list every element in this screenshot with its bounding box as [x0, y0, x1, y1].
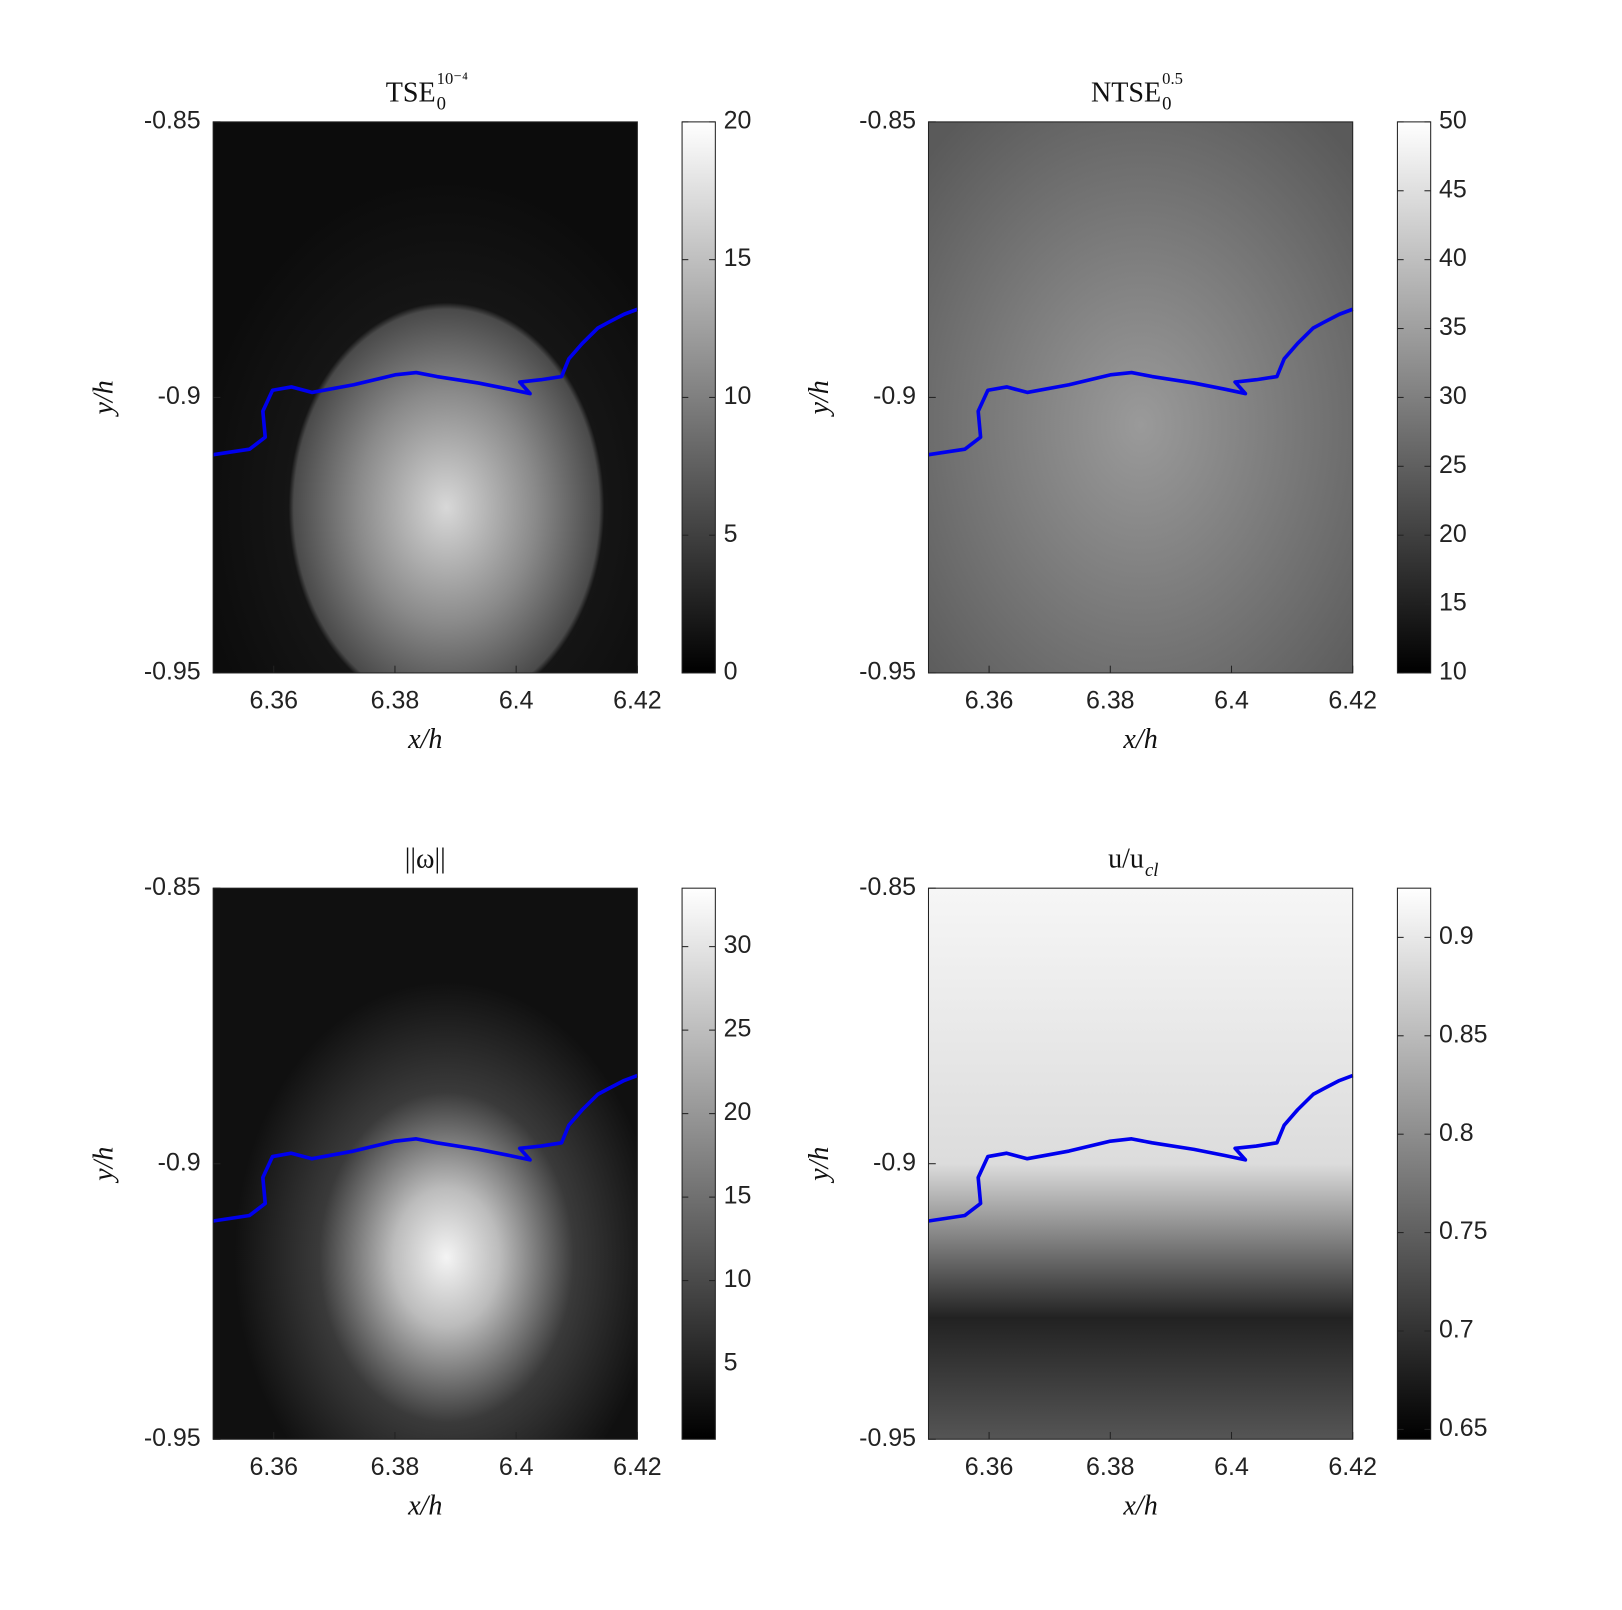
x-tick-label: 6.36	[249, 687, 298, 715]
colorbar-tick-label: 30	[1439, 382, 1467, 410]
y-tick-label: -0.85	[144, 873, 201, 901]
colorbar	[681, 887, 716, 1440]
title-subscript: 0	[437, 94, 446, 115]
colorbar-tick-label: 30	[724, 931, 752, 959]
colorbar-tick-label: 0.75	[1439, 1217, 1488, 1245]
colorbar-tick-label: 40	[1439, 244, 1467, 272]
colorbar-tick-label: 0.9	[1439, 922, 1474, 950]
y-axis-label: y/h	[804, 1147, 835, 1184]
x-tick-label: 6.42	[613, 687, 662, 715]
colorbar-tick-label: 20	[1439, 520, 1467, 548]
y-tick-label: -0.95	[144, 658, 201, 686]
colorbar-tick-label: 50	[1439, 106, 1467, 134]
x-tick-label: 6.36	[965, 1453, 1014, 1481]
y-tick-label: -0.9	[158, 382, 201, 410]
y-tick-label: -0.85	[859, 873, 916, 901]
colorbar-tick-label: 0.85	[1439, 1020, 1488, 1048]
y-tick-label: -0.85	[144, 106, 201, 134]
heatmap-field	[928, 121, 1353, 673]
colorbar-tick-label: 5	[724, 1349, 738, 1377]
x-tick-label: 6.4	[499, 687, 534, 715]
colorbar-tick-label: 0.8	[1439, 1119, 1474, 1147]
y-tick-label: -0.9	[873, 382, 916, 410]
heatmap-field	[213, 121, 638, 673]
colorbar-tick-label: 10	[1439, 658, 1467, 686]
interface-line	[928, 307, 1354, 457]
x-tick-label: 6.42	[1328, 687, 1377, 715]
x-tick-label: 6.36	[249, 1453, 298, 1481]
x-axis-label: x/h	[407, 724, 442, 755]
panel: 6.36 6.38 6.4 6.42 -0.95 -0.9 -0.85 x/h y/h 0 5 10 1…	[88, 69, 751, 755]
colorbar-tick-label: 0.65	[1439, 1414, 1488, 1442]
x-axis-label: x/h	[407, 1490, 442, 1521]
colorbar-tick-label: 25	[724, 1015, 752, 1043]
interface-line	[212, 307, 639, 457]
y-axis-label: y/h	[88, 1147, 119, 1184]
y-axis-label: y/h	[88, 380, 119, 417]
panel: 6.36 6.38 6.4 6.42 -0.95 -0.9 -0.85 x/h y/h 10 15 2…	[804, 69, 1467, 755]
colorbar-tick-label: 20	[724, 106, 752, 134]
x-tick-label: 6.38	[1086, 1453, 1135, 1481]
y-tick-label: -0.9	[158, 1148, 201, 1176]
x-tick-label: 6.4	[499, 1453, 534, 1481]
x-tick-label: 6.38	[371, 1453, 420, 1481]
title-superscript: 0.5	[1162, 69, 1183, 88]
x-tick-label: 6.42	[613, 1453, 662, 1481]
title-subscript: cl	[1145, 860, 1158, 881]
x-axis-label: x/h	[1122, 724, 1157, 755]
interface-line	[212, 1073, 639, 1223]
x-tick-label: 6.4	[1214, 1453, 1249, 1481]
colorbar-tick-label: 35	[1439, 313, 1467, 341]
heatmap-field	[213, 888, 638, 1440]
y-tick-label: -0.9	[873, 1148, 916, 1176]
panel-title: u/u	[1108, 844, 1144, 875]
colorbar-tick-label: 15	[724, 244, 752, 272]
x-axis-label: x/h	[1122, 1490, 1157, 1521]
title-superscript: 10⁻⁴	[437, 69, 468, 88]
x-tick-label: 6.36	[965, 687, 1014, 715]
panel: 6.36 6.38 6.4 6.42 -0.95 -0.9 -0.85 x/h y/h 5 10 15…	[88, 844, 751, 1522]
y-tick-label: -0.95	[144, 1424, 201, 1452]
interface-line	[928, 1073, 1354, 1223]
panel-title: ||ω||	[405, 844, 446, 875]
x-tick-label: 6.38	[371, 687, 420, 715]
title-subscript: 0	[1162, 94, 1171, 115]
colorbar-tick-label: 5	[724, 520, 738, 548]
colorbar	[1396, 887, 1432, 1440]
y-axis-label: y/h	[804, 380, 835, 417]
colorbar-tick-label: 45	[1439, 175, 1467, 203]
y-tick-label: -0.95	[859, 658, 916, 686]
colorbar-tick-label: 10	[724, 382, 752, 410]
x-tick-label: 6.42	[1328, 1453, 1377, 1481]
colorbar-tick-label: 15	[1439, 589, 1467, 617]
colorbar-tick-label: 10	[724, 1265, 752, 1293]
panel-title: NTSE	[1091, 77, 1161, 108]
panel: 6.36 6.38 6.4 6.42 -0.95 -0.9 -0.85 x/h y/h 0.65 0…	[804, 844, 1488, 1522]
colorbar-tick-label: 0.7	[1439, 1316, 1474, 1344]
colorbar-tick-label: 0	[724, 658, 738, 686]
y-tick-label: -0.85	[859, 106, 916, 134]
colorbar-tick-label: 15	[724, 1182, 752, 1210]
colorbar-tick-label: 25	[1439, 451, 1467, 479]
panel-title: TSE	[386, 77, 436, 108]
colorbar-tick-label: 20	[724, 1098, 752, 1126]
x-tick-label: 6.4	[1214, 687, 1249, 715]
y-tick-label: -0.95	[859, 1424, 916, 1452]
x-tick-label: 6.38	[1086, 687, 1135, 715]
heatmap-field	[928, 888, 1353, 1440]
